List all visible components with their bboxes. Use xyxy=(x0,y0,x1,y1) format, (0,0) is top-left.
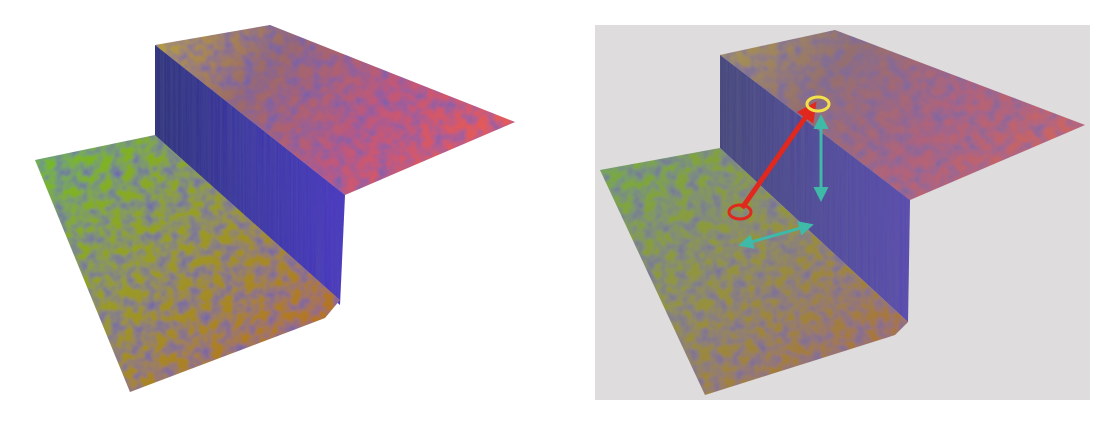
annotations xyxy=(727,95,831,249)
left-surface xyxy=(35,25,515,392)
lower-plateau xyxy=(600,148,908,395)
horizontal-arrow xyxy=(738,221,814,249)
right-surface xyxy=(595,25,1090,400)
lower-plateau xyxy=(35,135,340,392)
red-arrow xyxy=(739,101,817,210)
upper-plateau xyxy=(720,30,1085,200)
step-wall xyxy=(155,45,345,305)
upper-plateau xyxy=(155,25,515,195)
shade xyxy=(595,25,1090,400)
red-ring xyxy=(727,203,753,221)
yellow-ring xyxy=(805,95,831,113)
